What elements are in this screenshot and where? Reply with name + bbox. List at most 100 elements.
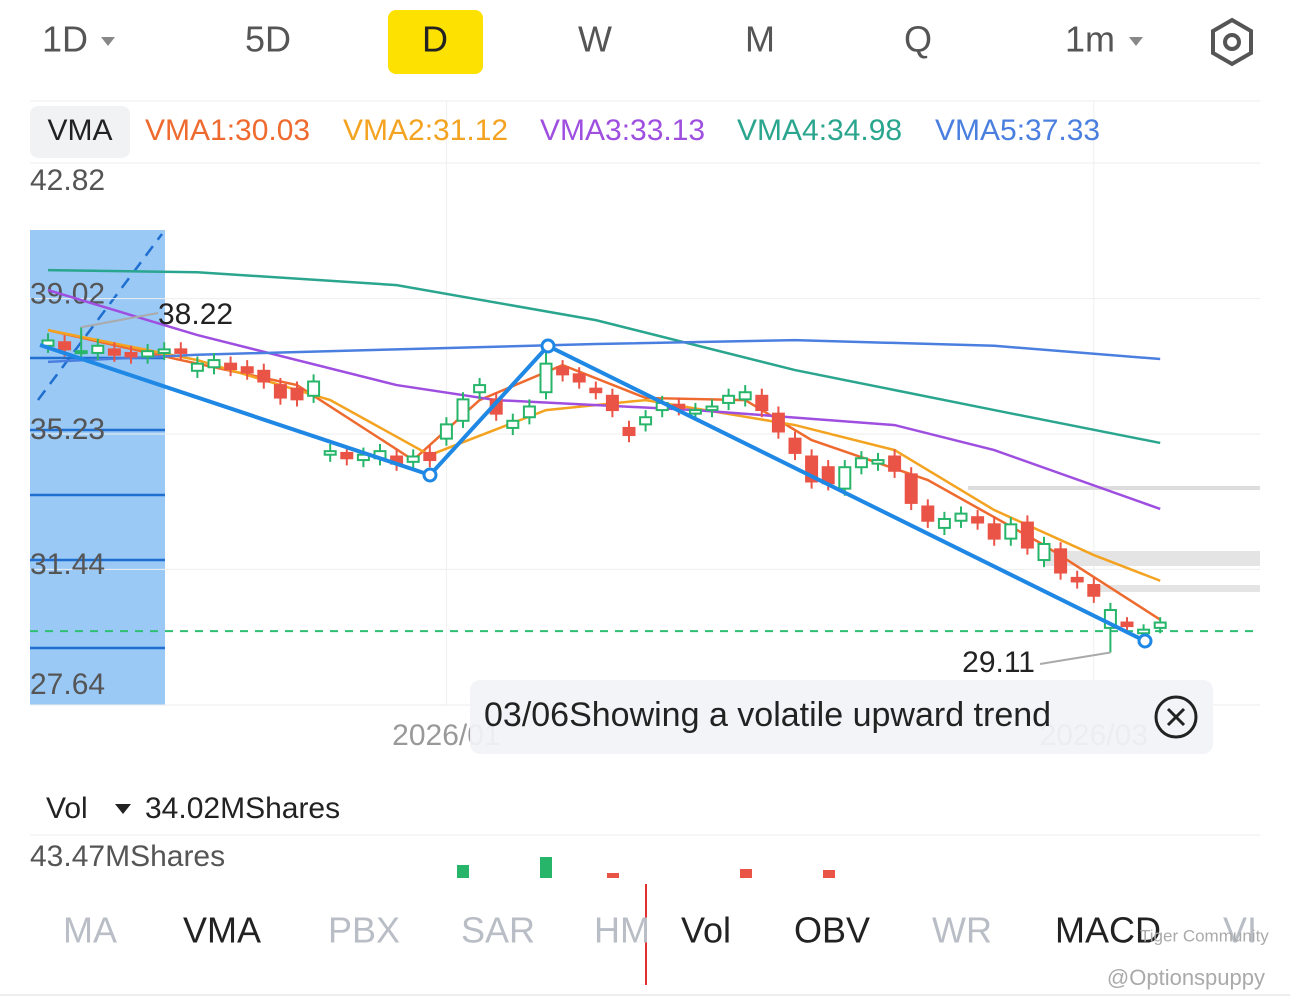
candle-body (58, 341, 72, 351)
candle-body (722, 394, 736, 404)
candle-body (506, 419, 520, 429)
level-band (968, 486, 1260, 490)
candle-body (273, 384, 287, 399)
indicator-tab[interactable]: OBV (794, 910, 870, 951)
candle-body (971, 516, 985, 524)
period-tab[interactable]: D (422, 19, 448, 60)
candle-body (1054, 548, 1068, 574)
indicator-tab[interactable]: MA (63, 910, 117, 951)
candle-body (190, 362, 204, 372)
candle-body (705, 405, 719, 412)
volume-bars (457, 857, 835, 878)
candle-body (788, 437, 802, 454)
candle-body (257, 369, 271, 383)
period-tab[interactable]: 5D (245, 19, 291, 60)
candle-body (556, 366, 570, 376)
indicator-name[interactable]: VMA (47, 114, 112, 147)
candle-body (124, 351, 138, 358)
tooltip-close[interactable] (1154, 695, 1198, 739)
candle-body (157, 348, 171, 354)
candle-body (639, 416, 653, 426)
candle-body (838, 466, 852, 490)
candle-body (456, 398, 470, 422)
legend-entry: VMA2:31.12 (343, 114, 508, 147)
period-tab[interactable]: 1m (1065, 19, 1115, 60)
candle-body (987, 523, 1001, 540)
candle-body (406, 455, 420, 463)
y-tick-label: 31.44 (30, 548, 105, 581)
candle-body (622, 426, 636, 437)
candle-body (323, 450, 337, 456)
indicator-tab[interactable]: PBX (328, 910, 400, 951)
period-tab[interactable]: M (745, 19, 775, 60)
candle-body (605, 394, 619, 412)
candle-body (207, 359, 221, 369)
y-tick-label: 39.02 (30, 278, 105, 311)
vma-line (47, 328, 1161, 621)
legend-entry: VMA3:33.13 (540, 114, 705, 147)
candle-body (921, 505, 935, 522)
period-tab[interactable]: 1D (42, 19, 88, 60)
candle-body (539, 362, 553, 394)
indicator-tab[interactable]: HM (594, 910, 650, 951)
indicator-tab[interactable]: VI (1223, 910, 1257, 951)
author: @Optionspuppy (1107, 965, 1265, 990)
candle-body (1153, 621, 1167, 629)
pattern-node (1137, 633, 1153, 649)
highlight-region (30, 230, 165, 705)
candle-body (1070, 576, 1084, 583)
vma-line (47, 288, 1161, 511)
legend-entry: VMA1:30.03 (145, 114, 310, 147)
candle-body (522, 405, 536, 419)
indicator-bg (30, 106, 130, 158)
period-tab[interactable]: W (578, 19, 612, 60)
indicator-tab[interactable]: Vol (681, 910, 731, 951)
candle-body (1103, 609, 1117, 629)
pattern-node (540, 338, 556, 354)
pattern-node (422, 467, 438, 483)
candle-body (937, 517, 951, 529)
selected-period-bg (388, 10, 483, 74)
tab-fade (1260, 900, 1290, 970)
candle-body (771, 412, 785, 433)
y-tick-label: 42.82 (30, 164, 105, 197)
tooltip-bg (470, 680, 1213, 754)
candle-body (240, 366, 254, 374)
vma-line (47, 268, 1161, 445)
watermark: Tiger Community (1140, 926, 1269, 945)
candle-body (290, 387, 304, 401)
y-tick-label: 27.64 (30, 668, 105, 701)
candle-body (589, 387, 603, 394)
candle-body (423, 451, 437, 462)
indicator-tab[interactable]: MACD (1055, 910, 1161, 951)
candle-body (805, 455, 819, 483)
candle-body (1004, 523, 1018, 540)
y-tick-label: 35.23 (30, 413, 105, 446)
candle-body (439, 423, 453, 440)
indicator-tab[interactable]: WR (932, 910, 992, 951)
vol-label: Vol (46, 792, 88, 825)
candle-body (1137, 628, 1151, 635)
candle-body (572, 373, 586, 383)
candle-body (1037, 542, 1051, 562)
candle-body (1020, 521, 1034, 549)
candle-body (854, 457, 868, 469)
candle-body (74, 350, 88, 355)
settings-icon[interactable] (1211, 17, 1253, 67)
vol-dropdown[interactable] (115, 804, 131, 814)
candle-body (141, 350, 155, 358)
indicator-tab[interactable]: SAR (461, 910, 535, 951)
indicator-tab[interactable]: VMA (183, 910, 261, 951)
candle-body (174, 348, 188, 354)
candle-body (871, 459, 885, 465)
candle-body (1120, 621, 1134, 628)
vol-max: 43.47MShares (30, 840, 225, 873)
candle-body (107, 348, 121, 356)
candle-body (1087, 584, 1101, 597)
candle-body (904, 473, 918, 504)
low-label: 29.11 (962, 646, 1035, 679)
period-tab[interactable]: Q (904, 19, 932, 60)
candle-body (224, 362, 238, 371)
